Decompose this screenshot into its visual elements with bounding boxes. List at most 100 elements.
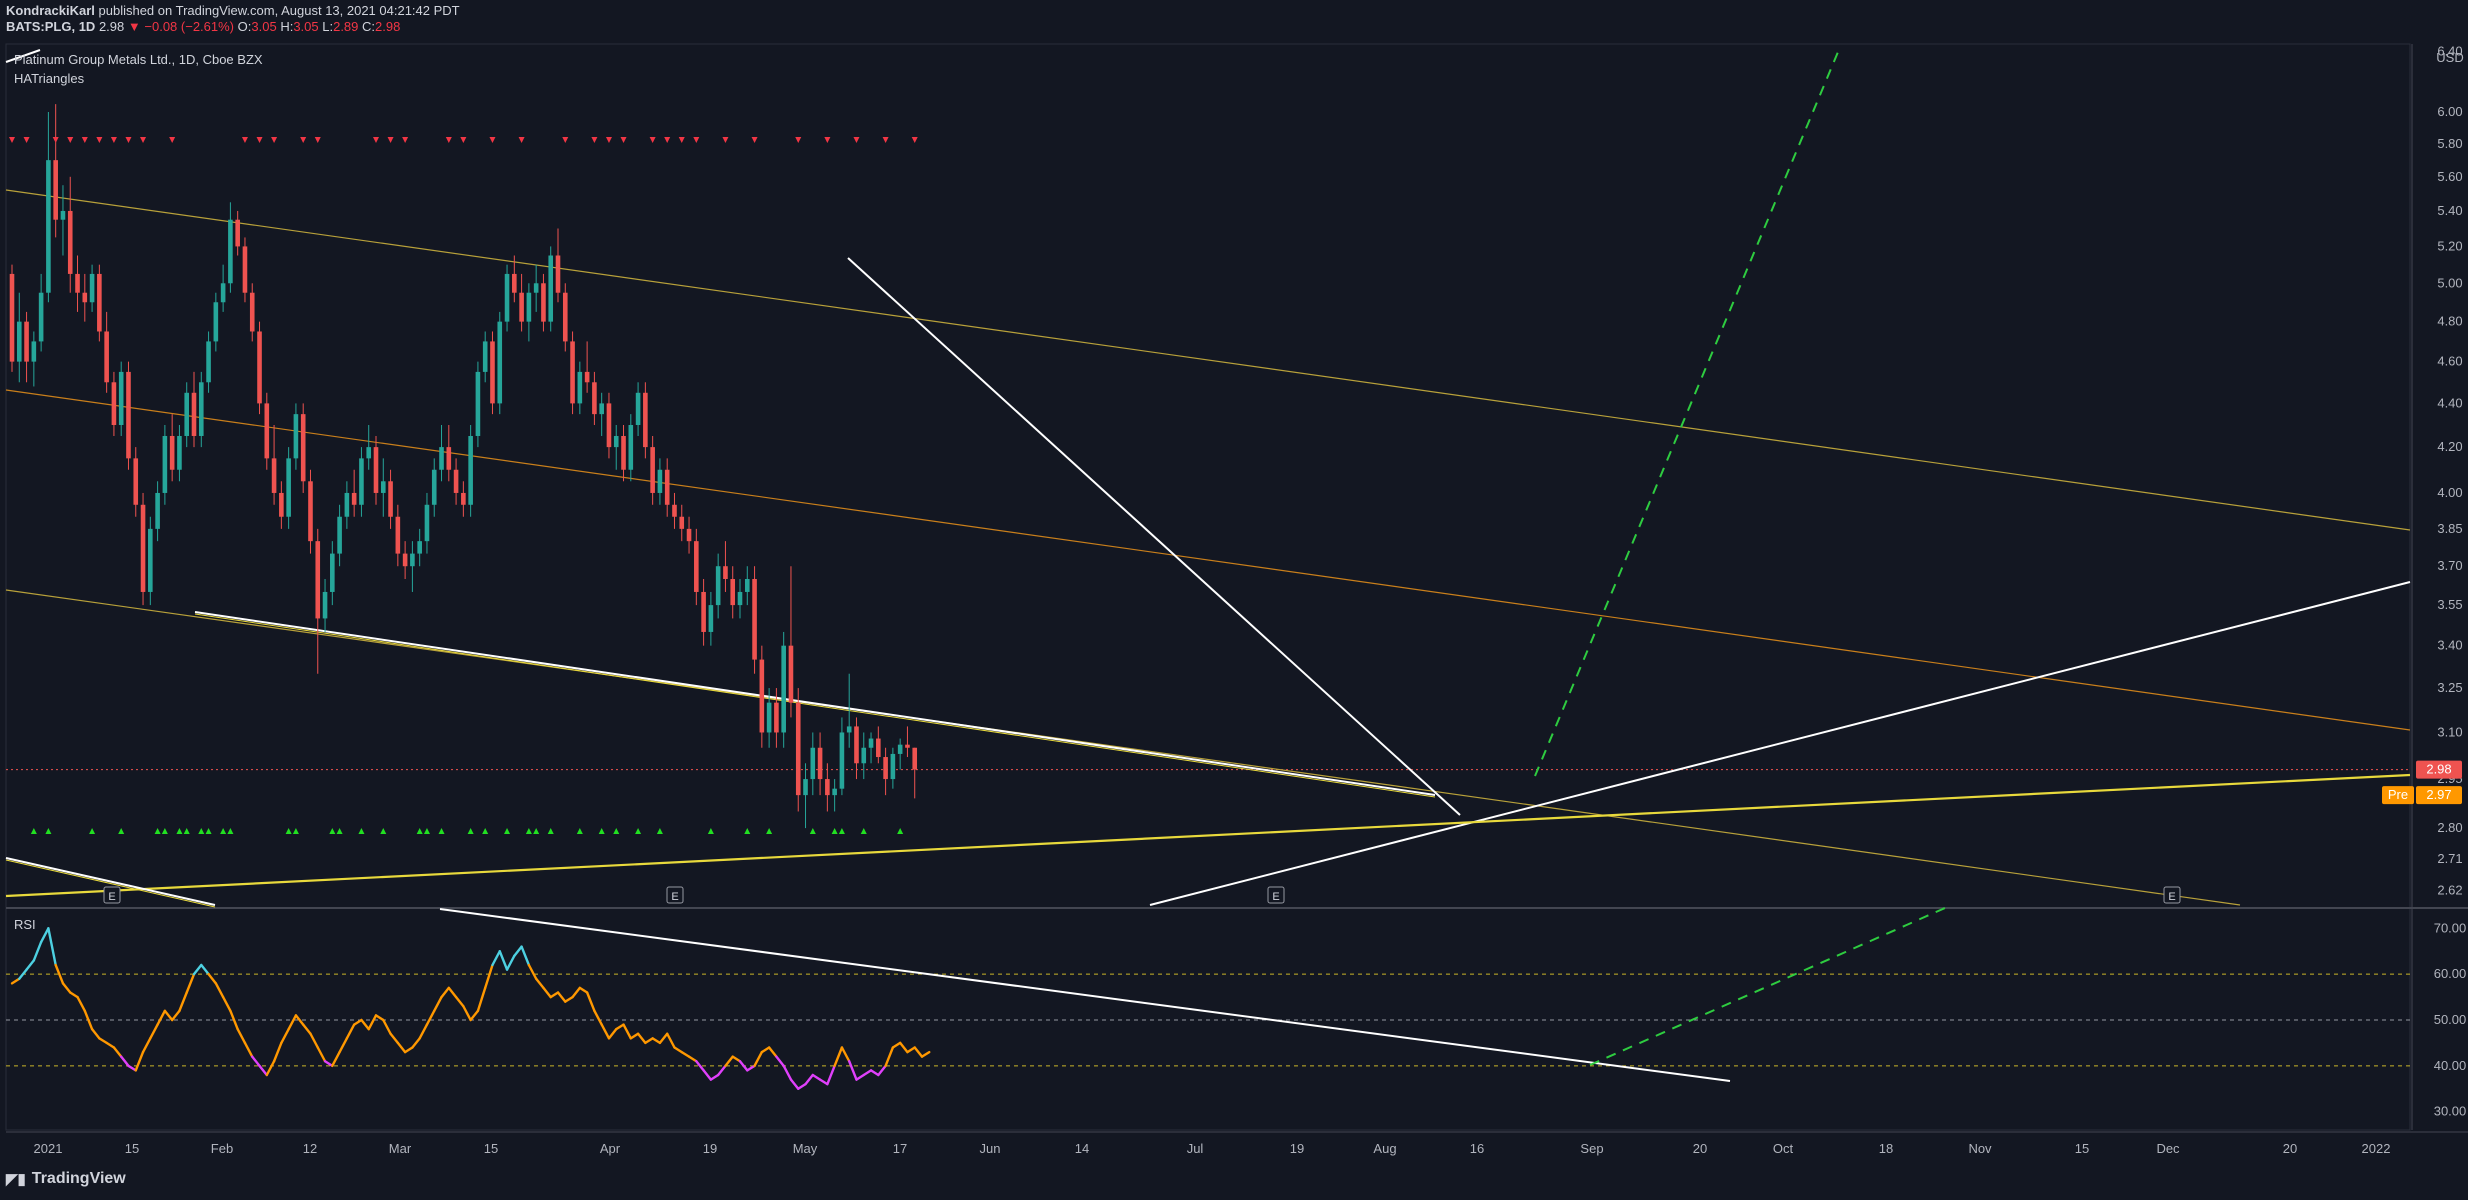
candle-body bbox=[213, 302, 219, 342]
rsi-line-segment bbox=[556, 991, 567, 1003]
candle-body bbox=[402, 553, 408, 567]
time-axis-label: 12 bbox=[303, 1141, 317, 1156]
currency-label: USD bbox=[2436, 50, 2463, 65]
rsi-line-segment bbox=[738, 1060, 749, 1072]
candle-body bbox=[715, 566, 721, 606]
candle-body bbox=[839, 732, 845, 789]
price-projection-line bbox=[1534, 51, 1839, 777]
time-axis-label: Apr bbox=[600, 1141, 621, 1156]
price-axis-label: 3.85 bbox=[2437, 521, 2462, 536]
left-marker-line bbox=[5, 49, 41, 63]
rsi-axis-label: 60.00 bbox=[2434, 966, 2467, 981]
rsi-line-segment bbox=[76, 995, 87, 1013]
price-axis[interactable]: 6.40 6.00 5.80 5.60 5.40 5.20 5.00 4.80 4.60 4.40… bbox=[2382, 43, 2464, 898]
rsi-line-segment bbox=[170, 1009, 181, 1022]
candle-body bbox=[148, 528, 153, 592]
red-triangle bbox=[169, 137, 176, 143]
rsi-line-segment bbox=[83, 1009, 94, 1031]
drawing-layer[interactable] bbox=[5, 49, 2411, 908]
earnings-marker-label: E bbox=[1272, 891, 1279, 903]
candle-body bbox=[519, 292, 524, 322]
candle-body bbox=[650, 447, 655, 493]
rsi-line-segment bbox=[360, 1018, 370, 1031]
price-axis-label: 3.25 bbox=[2437, 680, 2462, 695]
green-triangle bbox=[30, 828, 37, 834]
candle-body bbox=[133, 458, 139, 505]
rsi-line-segment bbox=[10, 977, 21, 985]
green-triangle bbox=[707, 828, 714, 834]
candle-body bbox=[686, 528, 692, 542]
candle-body bbox=[621, 435, 626, 470]
rsi-line-segment bbox=[702, 1069, 713, 1081]
green-triangle bbox=[525, 828, 532, 834]
rsi-axis-label: 30.00 bbox=[2434, 1104, 2467, 1119]
candle-body bbox=[395, 516, 401, 554]
publisher-name[interactable]: KondrackiKarl bbox=[6, 3, 95, 18]
rsi-line-segment bbox=[69, 991, 79, 999]
rsi-line-segment bbox=[389, 1032, 400, 1045]
time-axis[interactable]: 2021 15 Feb 12 Mar 15 Apr 19 May 17 Jun 14 Jul 19 Aug 1… bbox=[34, 1141, 2391, 1156]
rsi-pane[interactable]: 70.00 60.00 50.00 40.00 30.00 bbox=[6, 907, 2467, 1119]
candle-body bbox=[337, 516, 342, 554]
tradingview-logo[interactable]: ◤▮ TradingView bbox=[6, 1170, 126, 1188]
price-axis-label: 5.80 bbox=[2437, 136, 2462, 151]
rsi-line-segment bbox=[476, 986, 487, 1013]
left-upper-trendline bbox=[5, 857, 216, 906]
candle-body bbox=[140, 504, 146, 592]
symbol-label[interactable]: BATS:PLG, 1D bbox=[6, 19, 96, 34]
pre-market-label: Pre bbox=[2388, 787, 2408, 802]
earnings-marker-label: E bbox=[671, 891, 678, 903]
low-label: L: bbox=[322, 19, 334, 34]
red-triangle bbox=[300, 137, 307, 143]
price-axis-label: 5.00 bbox=[2437, 275, 2462, 290]
legend-title[interactable]: Platinum Group Metals Ltd., 1D, Cboe BZX bbox=[14, 52, 263, 67]
rsi-line-segment bbox=[513, 945, 523, 958]
red-triangle bbox=[125, 137, 132, 143]
green-triangle bbox=[154, 828, 161, 834]
rsi-line-segment bbox=[440, 986, 450, 999]
rsi-line-segment bbox=[804, 1073, 814, 1086]
candle-body bbox=[577, 371, 583, 404]
red-triangle bbox=[52, 137, 59, 143]
green-triangle bbox=[176, 828, 183, 834]
candle-body bbox=[242, 246, 248, 293]
green-triangle bbox=[838, 828, 845, 834]
legend-indicator[interactable]: HATriangles bbox=[14, 71, 85, 86]
candle-body bbox=[825, 779, 830, 796]
green-triangle bbox=[45, 828, 52, 834]
time-axis-label: 16 bbox=[1470, 1141, 1484, 1156]
down-arrow-icon: ▼ bbox=[127, 19, 141, 34]
rsi-line-segment bbox=[542, 986, 552, 999]
candle-body bbox=[504, 273, 510, 322]
time-axis-label: May bbox=[793, 1141, 818, 1156]
rsi-line-segment bbox=[615, 1023, 625, 1031]
rsi-line-segment bbox=[200, 963, 210, 976]
rsi-line-segment bbox=[891, 1041, 902, 1049]
candle-body bbox=[832, 788, 837, 796]
rsi-line-segment bbox=[316, 1046, 327, 1063]
rsi-line-segment bbox=[134, 1050, 145, 1072]
rsi-axis-label: 40.00 bbox=[2434, 1058, 2467, 1073]
price-change: −0.08 (−2.61%) bbox=[144, 19, 235, 34]
time-axis-label: Oct bbox=[1773, 1141, 1794, 1156]
rsi-line-segment bbox=[272, 1041, 283, 1063]
rsi-line-segment bbox=[920, 1050, 931, 1058]
time-axis-label: 15 bbox=[484, 1141, 498, 1156]
low-value: 2.89 bbox=[333, 19, 359, 34]
candle-body bbox=[679, 516, 685, 529]
candle-series[interactable] bbox=[9, 104, 918, 829]
green-triangle bbox=[656, 828, 663, 834]
rsi-line-segment bbox=[862, 1069, 873, 1077]
red-triangle bbox=[489, 137, 496, 143]
candle-body bbox=[439, 447, 444, 470]
rsi-line-segment bbox=[913, 1046, 924, 1058]
candle-body bbox=[293, 414, 299, 459]
channel-lower-line bbox=[5, 589, 2241, 906]
price-axis-label: 5.60 bbox=[2437, 169, 2462, 184]
rsi-line-segment bbox=[214, 982, 225, 999]
rsi-line-segment bbox=[578, 986, 589, 994]
rsi-legend[interactable]: RSI bbox=[14, 917, 36, 932]
rsi-line-segment bbox=[877, 1064, 887, 1077]
